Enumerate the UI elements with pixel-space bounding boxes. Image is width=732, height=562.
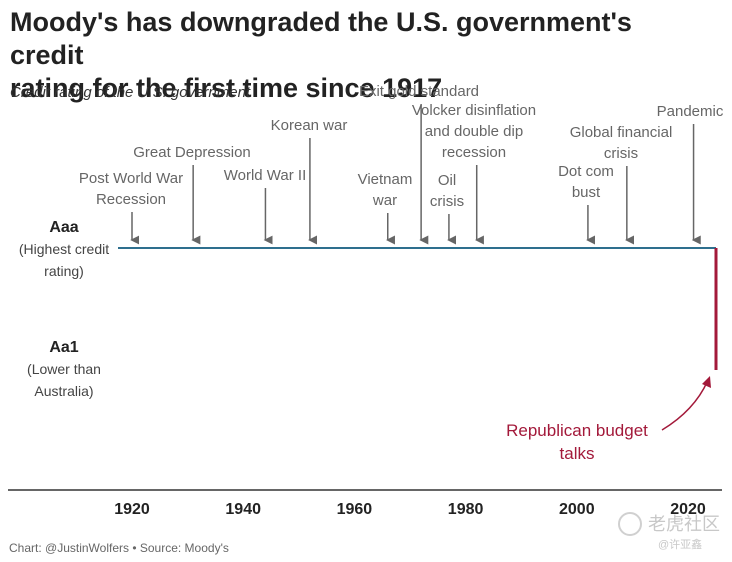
x-tick-label: 1920 — [114, 501, 150, 518]
y-level-description: rating) — [44, 263, 84, 279]
annotation-arrow — [661, 379, 709, 431]
x-tick-label: 2020 — [670, 501, 706, 518]
event-label: crisis — [604, 145, 638, 162]
y-level-label: Aaa — [49, 219, 78, 236]
x-tick-label: 1960 — [337, 501, 373, 518]
event-label: Post World War — [79, 170, 183, 187]
y-level-description: (Highest credit — [19, 241, 109, 257]
annotation-arrowhead — [702, 376, 711, 388]
event-label: recession — [442, 144, 506, 161]
watermark-handle-text: @许亚鑫 — [658, 539, 703, 551]
events-layer: Post World War Recession Great Depression W… — [79, 83, 724, 245]
event-label: World War II — [224, 167, 307, 184]
annotation-label: talks — [560, 444, 595, 463]
event-label: Exit gold standard — [359, 83, 479, 100]
event-label: bust — [572, 184, 601, 201]
event-label: Volcker disinflation — [412, 102, 536, 119]
x-tick-label: 2000 — [559, 501, 595, 518]
event-label: Korean war — [271, 117, 348, 134]
y-level-label: Aa1 — [49, 339, 78, 356]
annotation-label: Republican budget — [506, 421, 648, 440]
chart-subtitle: Credit rating of the U.S. government — [10, 84, 251, 101]
x-tick-label: 1980 — [448, 501, 484, 518]
event-label: Vietnam — [358, 171, 413, 188]
chart-title: Moody's has downgraded the U.S. governme… — [10, 6, 710, 105]
chart-title-line2: rating for the first time since 1917 — [10, 73, 443, 103]
event-label: Great Depression — [133, 144, 251, 161]
chart-title-line1: Moody's has downgraded the U.S. governme… — [10, 7, 632, 70]
event-label: Oil — [438, 172, 456, 189]
y-level-description: (Lower than — [27, 361, 101, 377]
watermark-logo-icon — [618, 512, 642, 536]
watermark-main-text: 老虎社区 — [648, 514, 720, 534]
x-tick-label: 1940 — [225, 501, 261, 518]
y-level-description: Australia) — [34, 383, 93, 399]
event-label: and double dip — [425, 123, 523, 140]
annotation-layer: Republican budget talks — [506, 376, 711, 463]
chart-source-footer: Chart: @JustinWolfers • Source: Moody's — [9, 541, 229, 555]
event-label: Recession — [96, 191, 166, 208]
event-label: Pandemic — [657, 103, 724, 120]
x-axis: 1920 1940 1960 1980 2000 2020 — [8, 489, 722, 518]
y-axis-labels: Aaa (Highest credit rating) Aa1 (Lower than A… — [19, 219, 109, 399]
event-label: Dot com — [558, 163, 614, 180]
event-label: Global financial — [570, 124, 673, 141]
event-label: war — [372, 192, 397, 209]
watermark: 老虎社区 @许亚鑫 — [614, 508, 729, 554]
series-layer — [118, 247, 718, 370]
event-label: crisis — [430, 193, 464, 210]
